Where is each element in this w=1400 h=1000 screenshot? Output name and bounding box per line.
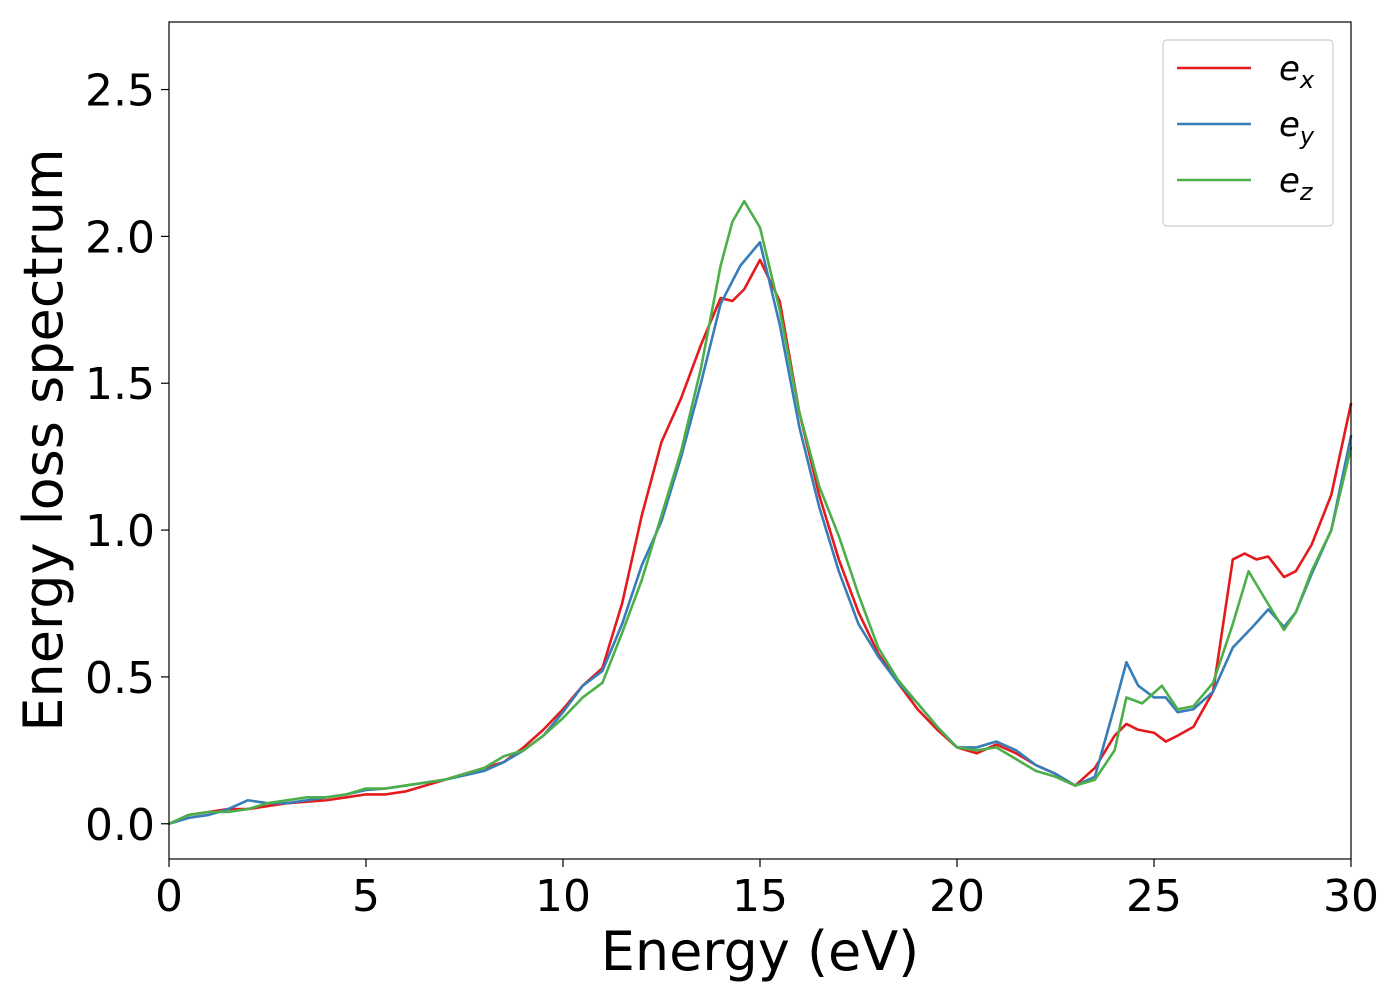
x-tick-label: 10 [535,871,591,922]
y-tick-label: 2.5 [85,66,155,117]
x-tick-label: 20 [929,871,985,922]
y-tick-label: 1.0 [85,506,155,557]
plot-series-group [167,199,1353,826]
x-tick-label: 25 [1126,871,1182,922]
x-axis-title: Energy (eV) [601,920,920,983]
y-axis-title: Energy loss spectrum [12,148,75,731]
y-axis: 0.0 0.5 1.0 1.5 2.0 2.5 [85,66,169,851]
x-tick-label: 15 [732,871,788,922]
x-axis: 0 5 10 15 20 25 30 [155,859,1379,922]
x-tick-label: 0 [155,871,183,922]
y-tick-label: 0.0 [85,800,155,851]
series-line-z [167,199,1353,826]
series-line-x [167,258,1353,826]
x-tick-label: 30 [1323,871,1379,922]
y-tick-label: 2.0 [85,212,155,263]
x-tick-label: 5 [352,871,380,922]
y-tick-label: 1.5 [85,359,155,410]
y-tick-label: 0.5 [85,653,155,704]
